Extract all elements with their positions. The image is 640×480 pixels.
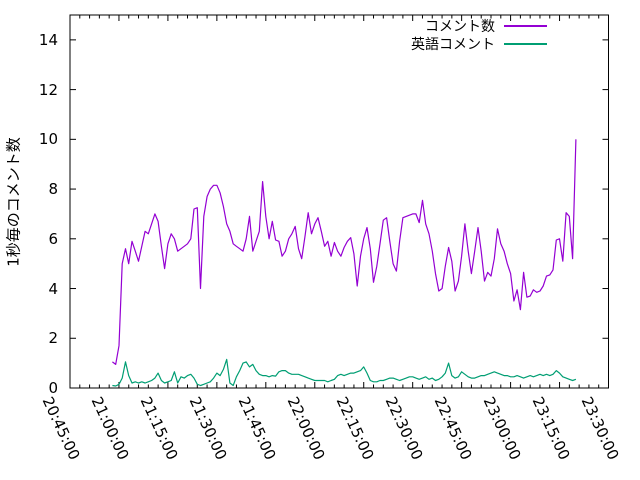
- plot-border: [69, 14, 609, 389]
- y-tick-label: 2: [48, 329, 58, 348]
- legend-line-sample-english-comments: [504, 43, 547, 45]
- legend-label-english-comments: 英語コメント: [411, 37, 495, 53]
- y-tick-label: 0: [48, 379, 58, 397]
- series-line-comment-count: [112, 139, 577, 365]
- y-tick-label: 10: [38, 130, 58, 149]
- legend-row-english-comments: 英語コメント: [411, 36, 547, 53]
- legend-line-sample-comment-count: [504, 25, 547, 27]
- series-line-english-comments: [112, 358, 577, 387]
- legend: コメント数 英語コメント: [411, 18, 547, 53]
- y-tick-label: 4: [48, 279, 58, 298]
- y-tick-label: 8: [48, 180, 58, 199]
- y-tick-label: 14: [38, 30, 58, 49]
- y-tick-label: 6: [48, 229, 58, 248]
- legend-label-comment-count: コメント数: [425, 19, 495, 35]
- legend-row-comment-count: コメント数: [411, 18, 547, 35]
- y-tick-label: 12: [38, 80, 58, 99]
